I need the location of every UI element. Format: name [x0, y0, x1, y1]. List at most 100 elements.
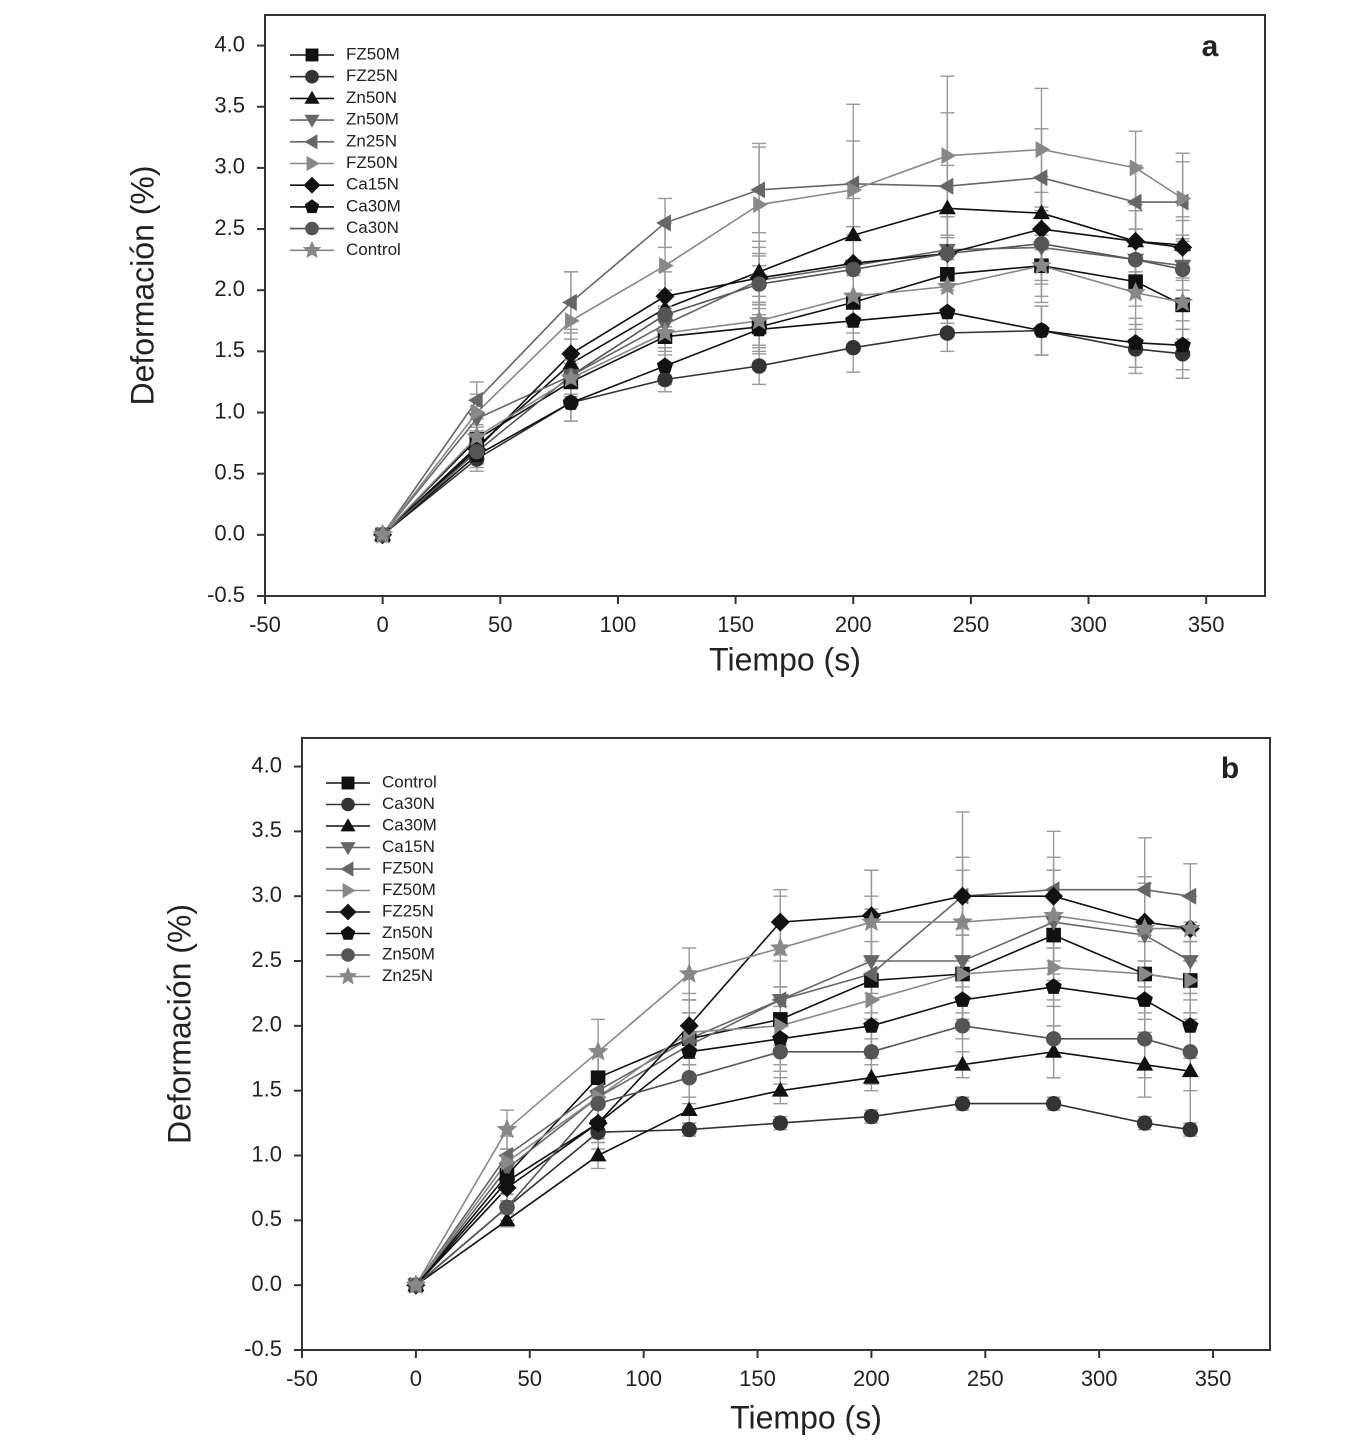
marker: [340, 818, 356, 832]
y-tick-label: -0.5: [207, 582, 245, 607]
x-tick-label: -50: [286, 1366, 318, 1391]
marker: [954, 1095, 971, 1112]
y-tick-label: 0.0: [214, 521, 245, 546]
marker: [753, 196, 768, 214]
marker: [748, 309, 770, 330]
plot-frame: [264, 14, 1266, 597]
marker: [954, 1018, 971, 1034]
panel-label: a: [1202, 30, 1219, 63]
marker: [1035, 141, 1051, 159]
x-tick-label: 50: [488, 612, 512, 637]
legend-item: Zn50M: [326, 944, 435, 963]
legend-item: Ca15N: [326, 837, 435, 856]
series-line: [382, 329, 1183, 536]
marker: [842, 285, 864, 306]
legend-item: Zn25N: [326, 966, 433, 985]
marker: [304, 90, 320, 104]
marker: [1045, 1031, 1062, 1047]
marker: [936, 275, 958, 296]
series-line: [382, 264, 1183, 536]
marker: [466, 426, 488, 446]
marker: [862, 1068, 880, 1084]
marker: [1184, 971, 1200, 989]
x-axis-title: Tiempo (s): [709, 641, 861, 677]
marker: [862, 965, 878, 983]
y-tick-label: 1.5: [214, 337, 245, 362]
marker: [372, 523, 394, 544]
marker: [657, 371, 673, 388]
marker: [939, 303, 956, 320]
legend-label: Ca15N: [346, 175, 399, 194]
marker: [954, 1055, 971, 1071]
series-line: [381, 176, 1183, 536]
marker: [470, 404, 486, 421]
marker: [305, 221, 319, 236]
legend-label: Ca15N: [382, 837, 435, 856]
marker: [305, 69, 319, 84]
x-tick-label: 0: [410, 1366, 422, 1391]
marker: [770, 912, 790, 932]
legend-item: FZ50N: [326, 858, 434, 877]
marker: [941, 147, 957, 165]
marker: [303, 176, 321, 194]
marker: [654, 322, 676, 342]
marker: [1134, 917, 1156, 938]
y-tick-label: 3.0: [251, 882, 282, 907]
marker: [862, 955, 880, 970]
x-tick-label: 300: [1070, 612, 1107, 637]
legend-item: FZ25N: [326, 901, 434, 920]
y-tick-label: 1.0: [251, 1141, 282, 1166]
marker: [341, 797, 355, 812]
marker: [938, 177, 954, 195]
marker: [1032, 204, 1050, 220]
y-tick-label: 3.5: [251, 817, 282, 842]
marker: [1045, 1042, 1063, 1058]
series-line: [415, 921, 1191, 1286]
marker: [561, 344, 581, 364]
series-line: [415, 934, 1191, 1286]
marker: [496, 1118, 518, 1139]
x-tick-label: 250: [953, 612, 990, 637]
series-line: [382, 207, 1183, 536]
legend-label: Zn50M: [382, 944, 435, 963]
marker: [1043, 904, 1065, 925]
marker: [678, 963, 700, 983]
marker: [562, 293, 577, 311]
x-tick-label: -50: [249, 612, 281, 637]
legend-item: Ca30M: [290, 196, 401, 215]
y-tick-label: 2.0: [251, 1012, 282, 1037]
marker: [939, 245, 956, 262]
marker: [1176, 190, 1192, 207]
marker: [1045, 978, 1062, 994]
marker: [340, 842, 356, 856]
y-tick-label: 2.5: [251, 947, 282, 972]
y-tick-label: 0.0: [251, 1271, 282, 1296]
marker: [656, 214, 671, 232]
legend-item: Control: [326, 772, 437, 791]
legend-item: FZ25N: [290, 66, 398, 85]
marker: [338, 966, 358, 985]
marker: [560, 367, 582, 388]
marker: [1182, 1044, 1198, 1060]
marker: [863, 1044, 880, 1060]
marker: [1047, 959, 1063, 976]
marker: [751, 358, 767, 374]
legend-item: Ca30N: [290, 218, 399, 237]
marker: [861, 911, 882, 931]
series-line: [415, 895, 1191, 1286]
marker: [1127, 334, 1144, 350]
marker: [565, 312, 580, 330]
legend-label: Zn50N: [382, 923, 433, 942]
y-tick-label: 3.5: [214, 93, 245, 118]
legend-label: FZ50M: [346, 44, 400, 63]
marker: [1173, 237, 1193, 257]
marker: [655, 286, 675, 306]
legend-item: Zn50N: [290, 88, 397, 107]
marker: [469, 443, 485, 460]
marker: [1182, 1017, 1199, 1033]
marker: [1137, 1031, 1153, 1047]
marker: [772, 1115, 789, 1131]
marker: [1031, 219, 1052, 239]
series-line: [415, 1050, 1191, 1286]
series-line: [415, 986, 1191, 1286]
